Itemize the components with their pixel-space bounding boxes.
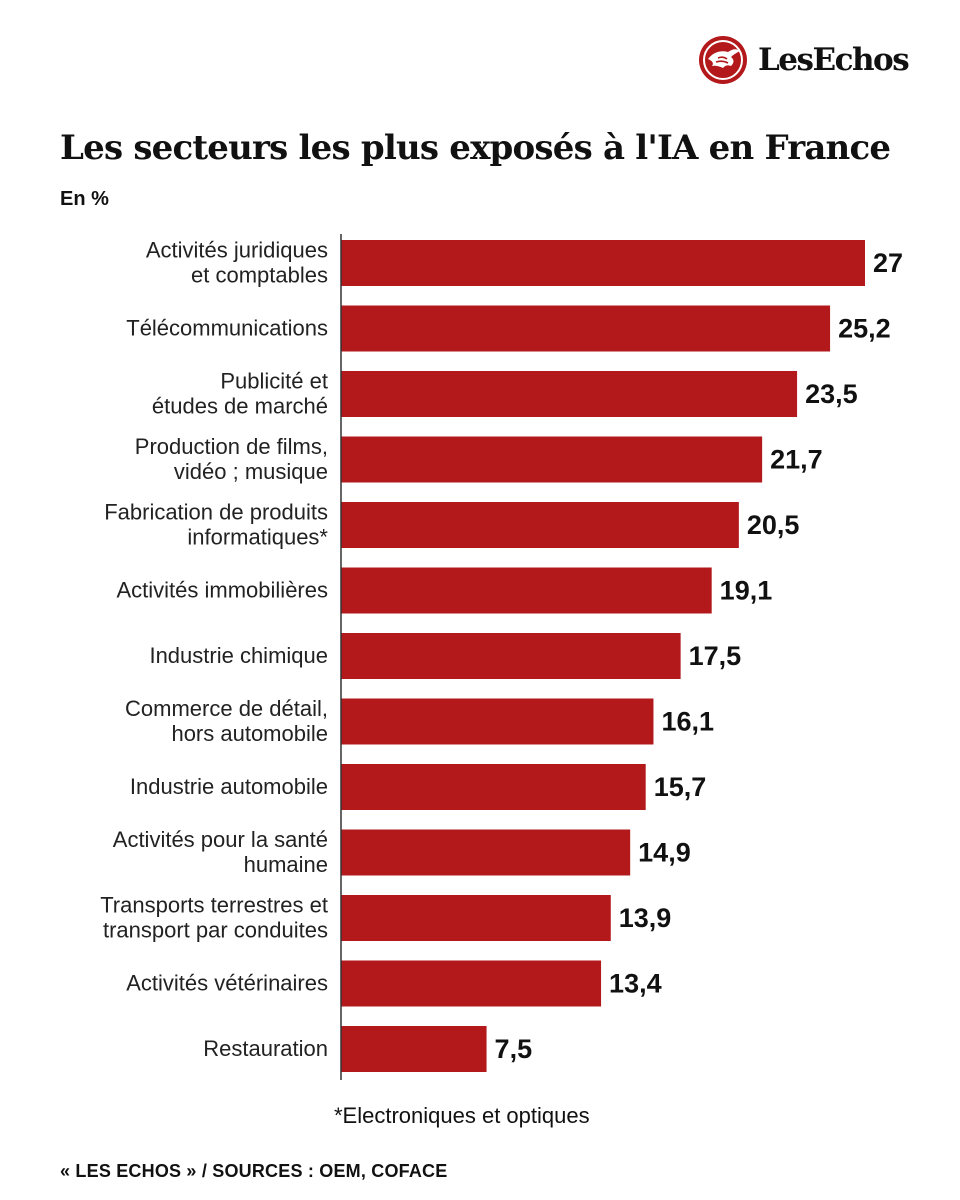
bar-value-label: 27 bbox=[873, 248, 903, 278]
bar bbox=[341, 829, 631, 876]
category-label: Restauration bbox=[203, 1036, 328, 1061]
bar bbox=[341, 436, 763, 483]
category-label: Commerce de détail, hors automobile bbox=[125, 696, 328, 746]
bar-value-label: 21,7 bbox=[770, 445, 823, 475]
bar bbox=[341, 960, 602, 1007]
bar-value-label: 20,5 bbox=[747, 510, 800, 540]
category-label: Fabrication de produits informatiques* bbox=[104, 500, 328, 550]
eagle-icon bbox=[699, 36, 747, 84]
bar-value-label: 13,9 bbox=[619, 903, 672, 933]
bar-value-label: 15,7 bbox=[654, 772, 707, 802]
brand-name: LesEchos bbox=[758, 42, 910, 78]
bar bbox=[341, 371, 798, 417]
bar bbox=[341, 895, 611, 941]
bar bbox=[341, 502, 739, 548]
bar bbox=[341, 567, 712, 614]
unit-label: En % bbox=[60, 188, 109, 210]
bar-value-label: 14,9 bbox=[638, 838, 691, 868]
category-label: Activités juridiques et comptables bbox=[146, 238, 328, 288]
bar-value-label: 25,2 bbox=[838, 314, 891, 344]
source-credit: « LES ECHOS » / SOURCES : OEM, COFACE bbox=[60, 1161, 448, 1181]
category-label: Activités vétérinaires bbox=[126, 971, 328, 996]
bar bbox=[341, 633, 681, 679]
chart-title: Les secteurs les plus exposés à l'IA en … bbox=[60, 128, 891, 168]
category-label: Transports terrestres et transport par co… bbox=[100, 893, 328, 943]
bar bbox=[341, 764, 646, 810]
category-label: Activités immobilières bbox=[117, 578, 329, 603]
bar-value-label: 13,4 bbox=[609, 969, 662, 999]
brand-logo: LesEchos bbox=[698, 34, 910, 86]
category-label: Activités pour la santé humaine bbox=[113, 827, 328, 877]
bar bbox=[341, 240, 865, 286]
bar bbox=[341, 305, 831, 352]
bar-value-label: 17,5 bbox=[689, 641, 742, 671]
bar-value-label: 23,5 bbox=[805, 379, 858, 409]
footnote: *Electroniques et optiques bbox=[334, 1103, 590, 1128]
bar-value-label: 19,1 bbox=[720, 576, 773, 606]
bar bbox=[341, 698, 654, 745]
category-label: Télécommunications bbox=[126, 316, 328, 341]
category-label: Production de films, vidéo ; musique bbox=[135, 434, 328, 484]
category-label: Publicité et études de marché bbox=[152, 369, 328, 419]
bar-value-label: 7,5 bbox=[495, 1034, 533, 1064]
bar-chart: 27 Activités juridiques et comptables 25,2 T… bbox=[100, 234, 903, 1080]
category-label: Industrie chimique bbox=[149, 643, 328, 668]
category-label: Industrie automobile bbox=[130, 774, 328, 799]
bar bbox=[341, 1026, 487, 1072]
bar-value-label: 16,1 bbox=[661, 707, 714, 737]
